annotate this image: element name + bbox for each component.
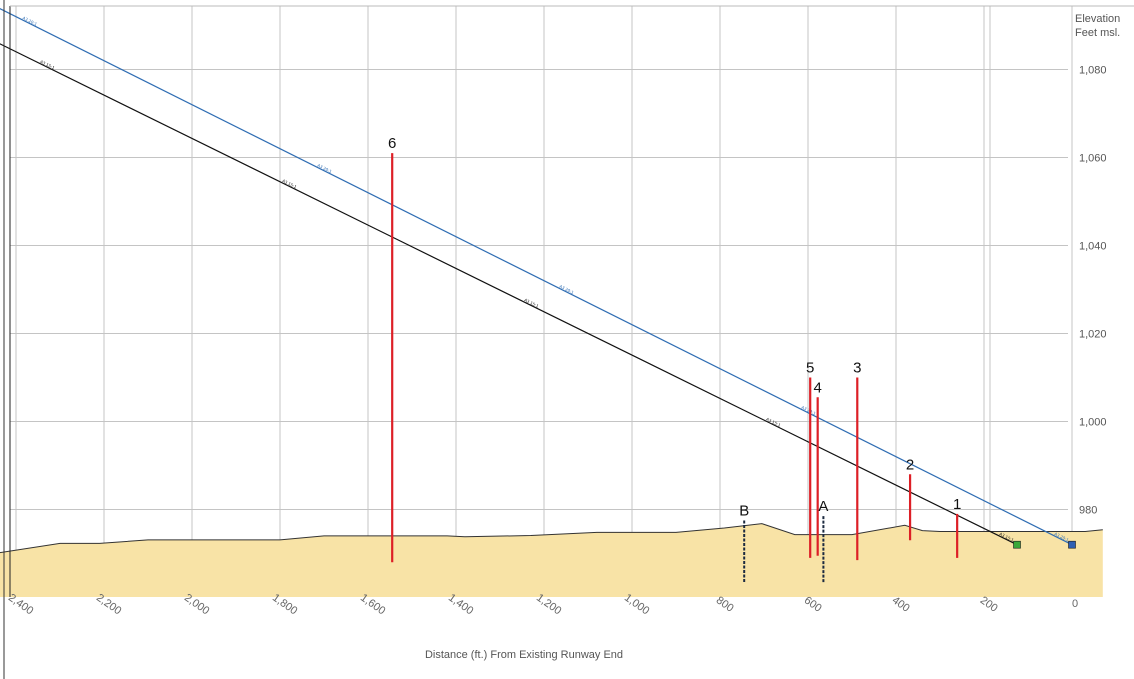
- surface-line-1: [0, 8, 1073, 546]
- obstruction-label-2: 2: [906, 456, 914, 473]
- terrain-outline: [0, 523, 1103, 554]
- obstruction-label-4: 4: [814, 379, 822, 396]
- y-axis-title-line-2: Feet msl.: [1075, 27, 1120, 39]
- surface-endpoint-2: [1068, 540, 1076, 549]
- y-tick-label: 1,060: [1079, 153, 1107, 165]
- x-axis-title: Distance (ft.) From Existing Runway End: [425, 649, 623, 661]
- y-tick-label: 980: [1079, 505, 1097, 517]
- surface-label: A3 15:1: [523, 297, 540, 309]
- frame: [3, 0, 1134, 679]
- surface-label: A3 15:1: [999, 531, 1016, 543]
- surfaces: A3 20:1A3 20:1A3 20:1A3 20:1A3 20:1A3 15…: [0, 8, 1073, 546]
- obstruction-label-3: 3: [853, 360, 861, 377]
- surface-label: A3 15:1: [39, 59, 56, 71]
- terrain-fill: [0, 523, 1103, 597]
- obstruction-label-6: 6: [388, 135, 396, 152]
- surface-endpoint-1: [1013, 540, 1021, 549]
- obstructions: 1 2 3 45 6 A B: [388, 135, 961, 583]
- surface-label: A3 20:1: [1054, 531, 1071, 543]
- surface-label: A3 20:1: [559, 284, 576, 296]
- surface-label: A3 20:1: [801, 405, 818, 417]
- surface-line-2: [0, 43, 1018, 546]
- y-tick-label: 1,020: [1079, 329, 1107, 341]
- x-tick-label: 0: [1072, 598, 1078, 610]
- surface-label: A3 15:1: [765, 416, 782, 428]
- obstruction-label-A: A: [818, 498, 828, 515]
- obstruction-label-1: 1: [953, 496, 961, 513]
- obstruction-label-5: 5: [806, 360, 814, 377]
- terrain: [0, 523, 1103, 597]
- y-tick-label: 1,040: [1079, 241, 1107, 253]
- surface-label: A3 15:1: [281, 178, 298, 190]
- y-tick-label: 1,080: [1079, 65, 1107, 77]
- surface-label: A3 20:1: [22, 15, 39, 27]
- endpoints: [1013, 540, 1076, 549]
- y-axis-title-line-1: Elevation: [1075, 13, 1120, 25]
- surface-label: A3 20:1: [317, 163, 334, 175]
- y-tick-label: 1,000: [1079, 417, 1107, 429]
- obstruction-label-B: B: [739, 503, 749, 520]
